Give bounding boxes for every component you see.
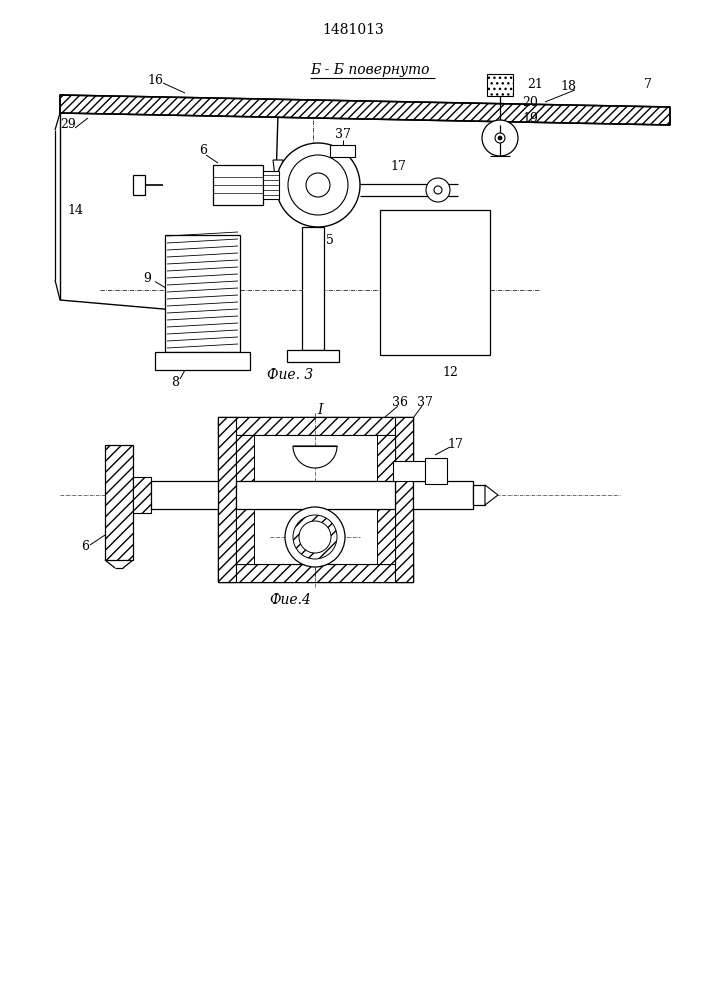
Text: 8: 8	[171, 375, 179, 388]
Bar	[236, 509, 395, 564]
Text: 7: 7	[644, 79, 652, 92]
Text: I: I	[303, 158, 308, 172]
Bar	[263, 171, 279, 199]
Bar	[151, 481, 218, 509]
Bar	[236, 435, 395, 481]
Bar	[380, 210, 490, 355]
Text: 38: 38	[362, 536, 378, 548]
Bar	[218, 417, 413, 435]
Circle shape	[498, 136, 502, 140]
Circle shape	[495, 133, 505, 143]
Text: 21: 21	[527, 79, 543, 92]
Bar	[287, 350, 339, 362]
Bar	[413, 481, 473, 509]
Bar	[133, 175, 145, 195]
Bar	[377, 435, 395, 481]
Text: 36: 36	[392, 395, 408, 408]
Polygon shape	[273, 160, 283, 185]
Text: Б - Б повернуто: Б - Б повернуто	[310, 63, 430, 77]
Text: 37: 37	[417, 395, 433, 408]
Text: 4: 4	[306, 233, 314, 246]
Text: 16: 16	[147, 74, 163, 87]
Bar	[330, 145, 355, 157]
Text: 6: 6	[81, 540, 89, 554]
Text: 19: 19	[522, 111, 538, 124]
Bar	[395, 417, 413, 582]
Bar	[487, 74, 513, 96]
Bar	[236, 435, 254, 481]
Text: 6: 6	[199, 143, 207, 156]
Text: Фие.4: Фие.4	[269, 593, 311, 607]
Circle shape	[482, 120, 518, 156]
Bar	[105, 445, 133, 560]
Circle shape	[293, 515, 337, 559]
Circle shape	[434, 186, 442, 194]
Bar	[213, 165, 263, 205]
Bar	[155, 352, 250, 370]
Bar	[236, 509, 254, 564]
Circle shape	[285, 507, 345, 567]
Text: 20: 20	[522, 96, 538, 108]
Bar	[473, 485, 485, 505]
Circle shape	[288, 155, 348, 215]
Text: I: I	[317, 403, 323, 417]
Polygon shape	[60, 95, 670, 125]
Bar	[218, 564, 413, 582]
Text: 29: 29	[60, 118, 76, 131]
Bar	[218, 417, 236, 582]
Text: 1481013: 1481013	[322, 23, 384, 37]
Text: 17: 17	[447, 438, 463, 452]
Bar	[218, 417, 413, 582]
Bar	[302, 227, 324, 350]
Bar	[393, 461, 436, 481]
Text: Фие. 3: Фие. 3	[267, 368, 313, 382]
Circle shape	[426, 178, 450, 202]
Bar	[165, 235, 240, 352]
Text: 37: 37	[335, 128, 351, 141]
Bar	[236, 481, 395, 509]
Text: 5: 5	[326, 233, 334, 246]
Polygon shape	[293, 446, 337, 468]
Bar	[377, 509, 395, 564]
Circle shape	[306, 173, 330, 197]
Text: 18: 18	[560, 81, 576, 94]
Text: 9: 9	[143, 272, 151, 285]
Text: 17: 17	[390, 160, 406, 174]
Polygon shape	[485, 485, 498, 505]
Text: 14: 14	[67, 204, 83, 217]
Circle shape	[299, 521, 331, 553]
Circle shape	[276, 143, 360, 227]
Text: 12: 12	[442, 366, 458, 379]
Bar	[133, 477, 151, 513]
Bar	[425, 458, 447, 484]
